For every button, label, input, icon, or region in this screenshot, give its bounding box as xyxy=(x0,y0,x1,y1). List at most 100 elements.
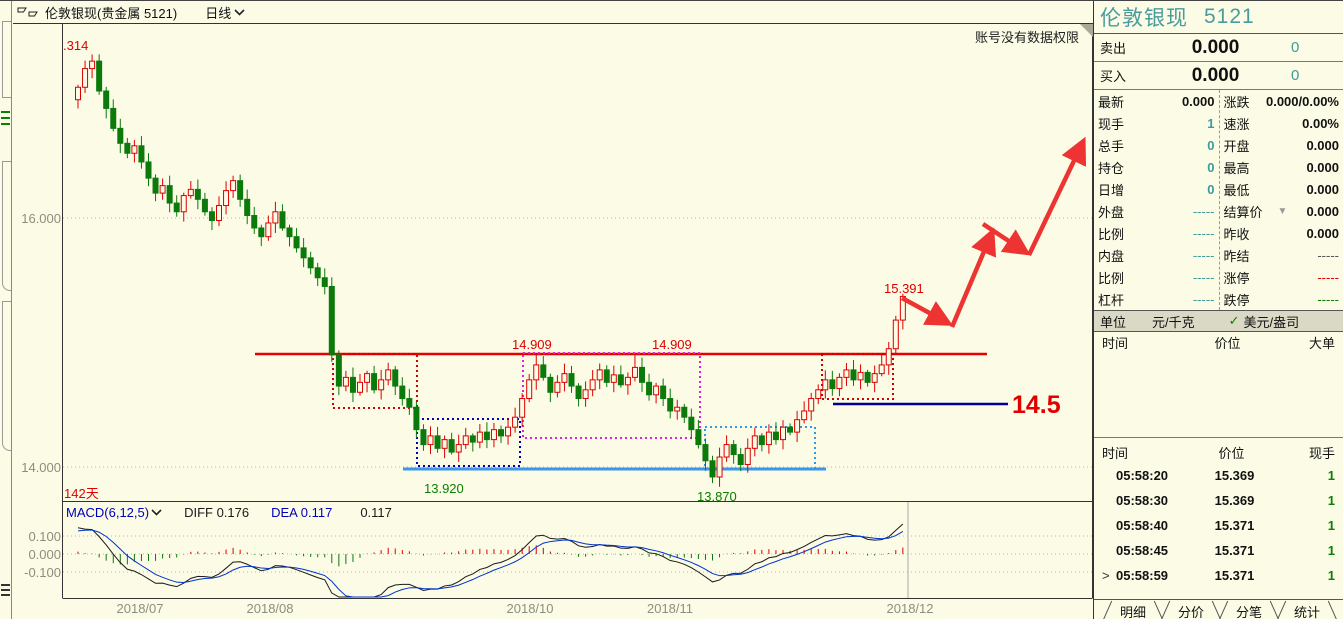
unit-option-kg[interactable]: 元/千克 xyxy=(1152,314,1195,330)
stat-label: 结算价 xyxy=(1223,204,1263,220)
y-tick-14000: 14.000 xyxy=(21,460,61,475)
stat-label: 涨停 xyxy=(1223,270,1250,286)
trade-time: 05:58:40 xyxy=(1116,518,1169,533)
corner-fold xyxy=(1080,24,1093,37)
quote-panel: 伦敦银现 5121 卖出 0.000 0 买入 0.000 0 最新 0.000 现… xyxy=(1093,1,1343,619)
sidebar-tab[interactable] xyxy=(2,301,11,451)
resistance-label-1: 14.909 xyxy=(512,337,552,352)
trade-volume: 1 xyxy=(1327,468,1335,483)
stat-label: 速涨 xyxy=(1223,116,1250,132)
trade-time: 05:58:20 xyxy=(1116,468,1169,483)
stat-row: 开盘 0.000 xyxy=(1224,134,1340,156)
sidebar-tab[interactable] xyxy=(2,161,11,291)
sell-label: 卖出 xyxy=(1100,41,1127,56)
chart-area[interactable]: 账号没有数据权限 16.000 14.000 0.100 0.000 -0.10… xyxy=(13,24,1093,619)
stat-value: 0.000 xyxy=(1181,93,1215,109)
stat-row: 最新 0.000 xyxy=(1098,90,1215,112)
col-time: 时间 xyxy=(1102,445,1129,461)
sell-price: 0.000 xyxy=(1191,36,1240,58)
stat-label: 跌停 xyxy=(1223,292,1250,308)
detail-row[interactable]: 05:58:30 15.369 1 xyxy=(1094,488,1343,513)
left-sidebar-strip[interactable] xyxy=(0,1,12,619)
stat-row: 比例 ----- xyxy=(1098,266,1215,288)
chart-titlebar: 伦敦银现(贵金属 5121) 日线 xyxy=(13,1,1093,24)
stat-row: 涨停 ----- xyxy=(1224,266,1340,288)
x-tick: 2018/08 xyxy=(246,601,294,616)
stat-row: 最高 0.000 xyxy=(1224,156,1340,178)
stat-row: 结算价 ▼ 0.000 xyxy=(1224,200,1340,222)
stat-value: 0 xyxy=(1207,159,1215,175)
stat-label: 比例 xyxy=(1098,270,1125,286)
stat-value: 0.000/0.00% xyxy=(1265,93,1339,109)
chart-mode-icon[interactable] xyxy=(17,6,39,18)
stat-row: 现手 1 xyxy=(1098,112,1215,134)
x-tick: 2018/11 xyxy=(646,601,694,616)
tab-明细[interactable]: 明细 xyxy=(1104,600,1162,619)
forecast-arrows xyxy=(900,136,1087,328)
big-order-list-empty xyxy=(1094,353,1343,438)
period-selector[interactable]: 日线 xyxy=(205,3,245,22)
stat-value: ----- xyxy=(1192,269,1215,285)
current-row-marker: > xyxy=(1102,568,1110,583)
chevron-down-icon[interactable] xyxy=(151,509,162,516)
stat-label: 杠杆 xyxy=(1098,292,1125,308)
stat-label: 最高 xyxy=(1223,160,1250,176)
stat-row: 总手 0 xyxy=(1098,134,1215,156)
buy-price: 0.000 xyxy=(1191,64,1240,86)
detail-list: 05:58:20 15.369 1 05:58:30 15.369 1 05:58:40 15… xyxy=(1094,463,1343,588)
stat-value: 0.000 xyxy=(1306,225,1339,241)
stat-label: 昨收 xyxy=(1223,226,1250,242)
macd-label[interactable]: MACD(6,12,5) xyxy=(66,505,150,520)
stat-value: 0.000 xyxy=(1306,137,1339,153)
stat-label: 现手 xyxy=(1098,116,1125,132)
stat-value: ----- xyxy=(1317,291,1339,307)
sidebar-tab[interactable] xyxy=(2,21,11,98)
macd-diff-value: DIFF 0.176 xyxy=(184,505,250,520)
period-label: 日线 xyxy=(205,5,232,21)
stat-row: 持仓 0 xyxy=(1098,156,1215,178)
sell-qty: 0 xyxy=(1291,39,1300,56)
stat-value: ----- xyxy=(1192,247,1215,263)
detail-row[interactable]: 05:58:40 15.371 1 xyxy=(1094,513,1343,538)
macd-dea-value: DEA 0.117 xyxy=(271,505,333,520)
big-order-header: 时间 价位 大单 xyxy=(1094,332,1343,353)
trade-price: 15.371 xyxy=(1214,543,1255,558)
col-price: 价位 xyxy=(1214,336,1241,351)
stat-row: 杠杆 ----- xyxy=(1098,288,1215,310)
instrument-title: 伦敦银现(贵金属 5121) xyxy=(45,5,178,21)
stat-value: ----- xyxy=(1192,291,1215,307)
stat-label: 涨跌 xyxy=(1223,94,1250,110)
col-vol: 现手 xyxy=(1308,445,1335,461)
tab-分笔[interactable]: 分笔 xyxy=(1220,600,1278,619)
stat-value: 0.000 xyxy=(1306,159,1339,175)
trade-volume: 1 xyxy=(1327,518,1335,533)
unit-option-oz[interactable]: 美元/盎司 xyxy=(1243,314,1300,330)
stat-row: 外盘 ----- xyxy=(1098,200,1215,222)
detail-row[interactable]: 05:58:45 15.371 1 xyxy=(1094,538,1343,563)
stat-label: 外盘 xyxy=(1098,204,1125,220)
tab-统计[interactable]: 统计 xyxy=(1278,600,1336,619)
sell-row: 卖出 0.000 0 xyxy=(1094,34,1343,62)
unit-bar[interactable]: 单位 元/千克 ✓ 美元/盎司 xyxy=(1094,310,1343,332)
stat-row: 跌停 ----- xyxy=(1224,288,1340,310)
detail-row[interactable]: 05:58:20 15.369 1 xyxy=(1094,463,1343,488)
stat-row: 昨结 ----- xyxy=(1224,244,1340,266)
settle-dropdown-icon[interactable]: ▼ xyxy=(1277,205,1288,217)
col-time: 时间 xyxy=(1102,336,1129,351)
stat-row: 涨跌 0.000/0.00% xyxy=(1224,90,1340,112)
detail-row[interactable]: >05:58:59 15.371 1 xyxy=(1094,563,1343,588)
tab-分价[interactable]: 分价 xyxy=(1162,600,1220,619)
stat-label: 最新 xyxy=(1098,94,1125,110)
trade-volume: 1 xyxy=(1327,543,1335,558)
stat-row: 速涨 0.00% xyxy=(1224,112,1340,134)
trade-time: 05:58:59 xyxy=(1116,568,1169,583)
stat-label: 昨结 xyxy=(1223,248,1250,264)
low-label-1: 13.920 xyxy=(424,481,464,496)
stat-value: ----- xyxy=(1192,203,1215,219)
stat-value: 0 xyxy=(1207,137,1215,153)
candlestick-chart[interactable] xyxy=(13,24,1093,619)
macd-tick-neg01: -0.100 xyxy=(24,565,61,580)
macd-value: 0.117 xyxy=(360,505,392,520)
stat-label: 开盘 xyxy=(1223,138,1250,154)
